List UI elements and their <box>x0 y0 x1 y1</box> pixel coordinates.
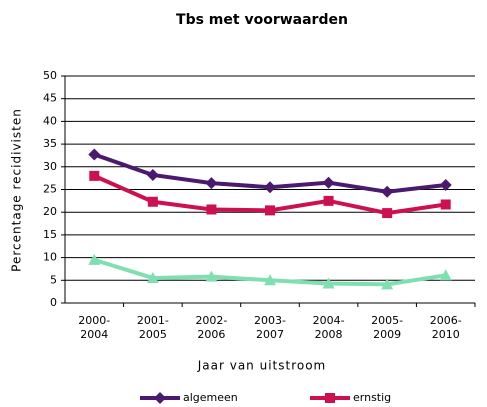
y-tick-label: 30 <box>43 160 57 173</box>
point <box>264 274 276 286</box>
point <box>381 185 394 198</box>
x-tick-label: 2010 <box>432 328 460 341</box>
point <box>439 269 452 281</box>
y-tick-label: 45 <box>43 92 57 105</box>
point <box>205 270 218 282</box>
x-tick-label: 2002- <box>195 314 227 327</box>
point <box>147 196 158 207</box>
y-tick-label: 35 <box>43 137 57 150</box>
y-tick-label: 25 <box>43 183 57 196</box>
y-axis-title: Percentage recidivisten <box>10 108 24 272</box>
y-tick-label: 5 <box>50 273 57 286</box>
point <box>265 205 275 216</box>
x-tick-label: 2005 <box>139 328 167 341</box>
x-tick-label: 2003- <box>254 314 286 327</box>
x-tick-label: 2005- <box>371 314 403 327</box>
y-tick-label: 40 <box>43 114 57 127</box>
point <box>205 177 218 190</box>
chart-title: Tbs met voorwaarden <box>176 12 348 28</box>
y-tick-label: 50 <box>43 69 57 82</box>
x-tick-label: 2006 <box>197 328 225 341</box>
x-tick-label: 2006- <box>430 314 462 327</box>
x-tick-label: 2007 <box>256 328 284 341</box>
point <box>439 178 452 191</box>
point <box>322 176 335 189</box>
point <box>146 168 159 181</box>
point <box>88 148 101 161</box>
x-tick-label: 2004- <box>313 314 345 327</box>
y-tick-label: 15 <box>43 228 57 241</box>
x-tick-label: 2008 <box>315 328 343 341</box>
point <box>206 204 217 215</box>
x-axis-title: Jaar van uitstroom <box>197 359 327 373</box>
point <box>440 199 451 210</box>
point <box>382 208 393 219</box>
x-tick-label: 2000- <box>78 314 110 327</box>
point <box>89 170 100 181</box>
point <box>323 195 334 206</box>
point <box>325 393 335 403</box>
x-tick-label: 2001- <box>137 314 169 327</box>
y-tick-label: 20 <box>43 205 57 218</box>
y-tick-label: 10 <box>43 251 57 264</box>
legend-label: ernstig <box>353 391 391 404</box>
x-tick-label: 2009 <box>373 328 401 341</box>
x-tick-label: 2004 <box>80 328 108 341</box>
point <box>381 278 394 290</box>
legend-label: algemeen <box>183 391 238 404</box>
point <box>264 181 276 194</box>
point <box>322 277 335 289</box>
point <box>146 272 159 284</box>
point <box>88 253 101 265</box>
point <box>154 392 166 404</box>
y-tick-label: 0 <box>50 296 57 309</box>
